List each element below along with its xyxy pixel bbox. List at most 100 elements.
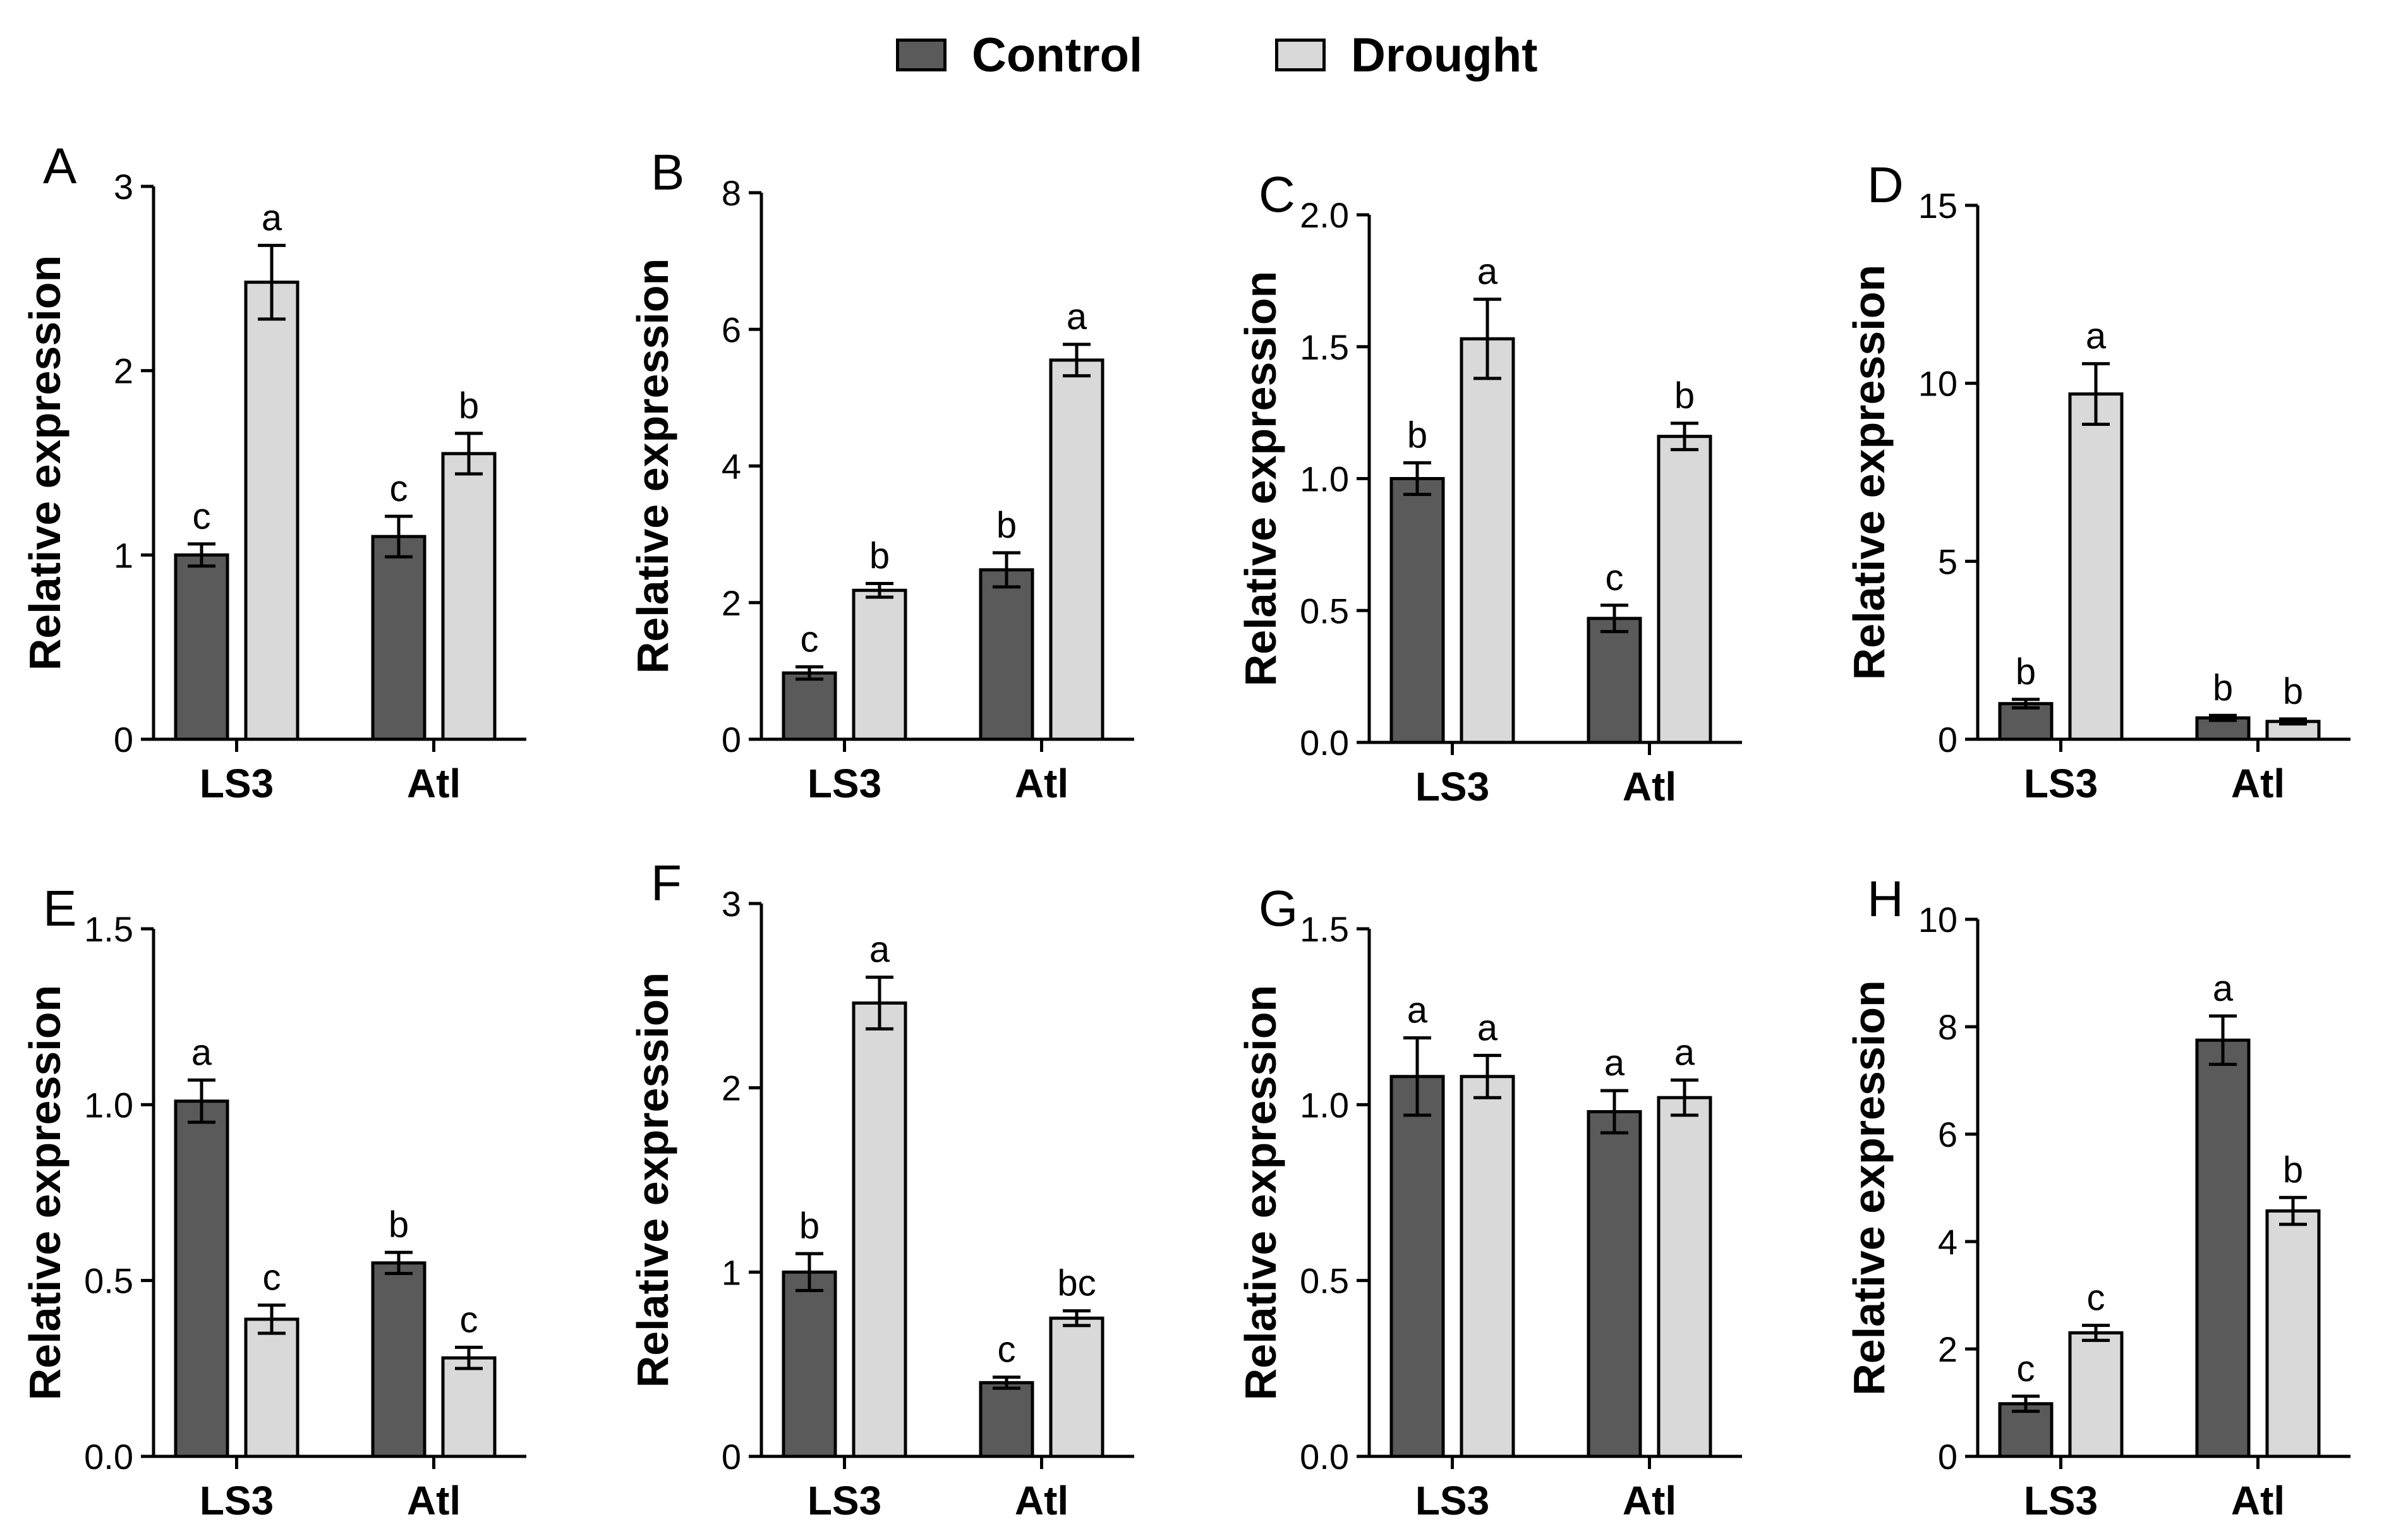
y-tick-label: 1 [114,535,133,575]
significance-letter: a [1407,990,1428,1031]
panel-label: H [1867,871,1904,927]
y-tick-label: 0.5 [1300,1261,1349,1301]
y-tick-label: 0 [722,1437,741,1477]
panel-h: H Relative expression 0 2 4 6 8 10 LS3 Atl c a c b [1844,871,2351,1523]
bar-drought-ls3 [244,281,299,741]
legend-swatch-control [896,39,947,71]
significance-letter: b [1674,375,1695,416]
bar-control-atl [1587,1110,1642,1458]
bar-drought-atl [441,452,497,741]
bar-control-ls3 [174,553,229,741]
y-axis-label: Relative expression [1844,980,1894,1396]
y-tick-label: 10 [1918,364,1957,404]
y-tick-label: 0.0 [84,1437,133,1477]
x-tick-label: Atl [1015,1478,1068,1523]
bar-control-atl [371,1261,427,1458]
y-tick-label: 1.0 [1300,459,1349,499]
x-tick-label: LS3 [808,1478,881,1523]
y-axis-label: Relative expression [1236,271,1285,687]
bar-control-atl [979,568,1034,741]
significance-letter: b [1407,414,1427,456]
bar-drought-ls3 [244,1317,299,1458]
panel-c: C Relative expression 0.0 0.5 1.0 1.5 2.0 LS3 At… [1236,166,1742,809]
significance-letter: b [2213,667,2233,708]
significance-letter: c [2017,1348,2035,1389]
bar-control-ls3 [1389,1075,1445,1458]
significance-letter: b [2283,1149,2303,1190]
legend-item-control: Control [896,28,1142,82]
significance-letter: b [869,535,890,576]
bar-drought-atl [1657,1096,1712,1458]
bar-drought-atl [1657,435,1712,744]
panel-a: A Relative expression 0 1 2 3 LS3 Atl c c a b [20,138,526,806]
significance-letter: c [2087,1278,2105,1319]
y-tick-label: 0.0 [1300,1437,1349,1477]
x-tick-label: Atl [2231,1478,2285,1523]
legend-swatch-drought [1275,39,1326,71]
significance-letter: b [2016,651,2036,692]
bar-drought-ls3 [1460,337,1515,744]
significance-letter: c [193,496,211,537]
bar-drought-ls3 [1460,1075,1515,1458]
x-tick-label: LS3 [2024,761,2098,806]
y-tick-label: 15 [1918,186,1957,226]
y-tick-label: 6 [722,310,741,349]
y-tick-label: 3 [114,167,133,207]
y-tick-label: 8 [1938,1007,1957,1047]
panel-d: D Relative expression 0 5 10 15 LS3 Atl b b a b [1844,157,2351,806]
y-axis-label: Relative expression [1236,985,1285,1401]
y-tick-label: 6 [1938,1115,1957,1154]
bar-control-ls3 [174,1099,229,1458]
y-axis-label: Relative expression [1844,265,1894,680]
y-tick-label: 5 [1938,541,1957,581]
significance-letter: b [799,1206,820,1247]
y-tick-label: 0 [722,720,741,759]
y-tick-label: 3 [722,884,741,924]
panel-label: D [1867,157,1904,213]
significance-letter: a [1477,1007,1498,1048]
significance-letter: a [262,197,282,238]
y-tick-label: 0 [114,720,133,759]
significance-letter: a [869,929,890,971]
panel-e: E Relative expression 0.0 0.5 1.0 1.5 LS3 Atl a b… [20,880,526,1523]
y-tick-label: 2 [722,1068,741,1108]
x-tick-label: Atl [1015,761,1068,806]
legend-item-drought: Drought [1275,28,1537,82]
y-axis-label: Relative expression [20,255,70,671]
significance-letter: c [801,619,819,660]
bar-drought-ls3 [852,1001,907,1458]
panel-label: C [1259,166,1295,222]
legend-label-drought: Drought [1351,28,1538,82]
x-tick-label: Atl [407,761,461,806]
bar-control-ls3 [1389,477,1445,744]
x-tick-label: Atl [2231,761,2285,806]
x-tick-label: Atl [407,1478,461,1523]
bar-control-atl [979,1381,1034,1458]
significance-letter: c [390,468,408,509]
y-tick-label: 0 [1938,720,1957,759]
bar-control-atl [2195,1038,2251,1458]
significance-letter: a [2086,316,2107,357]
significance-letter: a [191,1032,212,1073]
y-tick-label: 1.0 [84,1085,133,1125]
x-tick-label: LS3 [1415,764,1489,809]
x-tick-label: Atl [1623,764,1676,809]
significance-letter: a [1604,1043,1625,1084]
panel-label: A [43,138,77,194]
y-tick-label: 0 [1938,1437,1957,1477]
bar-drought-atl [441,1356,497,1458]
y-tick-label: 0.5 [84,1261,133,1301]
significance-letter: c [460,1299,478,1340]
bar-drought-atl [1049,1316,1104,1458]
y-tick-label: 0.0 [1300,723,1349,763]
bar-control-ls3 [1998,702,2054,741]
y-tick-label: 4 [1938,1222,1957,1262]
y-tick-label: 2 [722,583,741,623]
significance-letter: bc [1057,1263,1096,1304]
panel-g: G Relative expression 0.0 0.5 1.0 1.5 LS3 Atl a a… [1236,880,1742,1523]
significance-letter: b [2283,671,2303,712]
x-tick-label: Atl [1623,1478,1676,1523]
x-tick-label: LS3 [200,761,274,806]
